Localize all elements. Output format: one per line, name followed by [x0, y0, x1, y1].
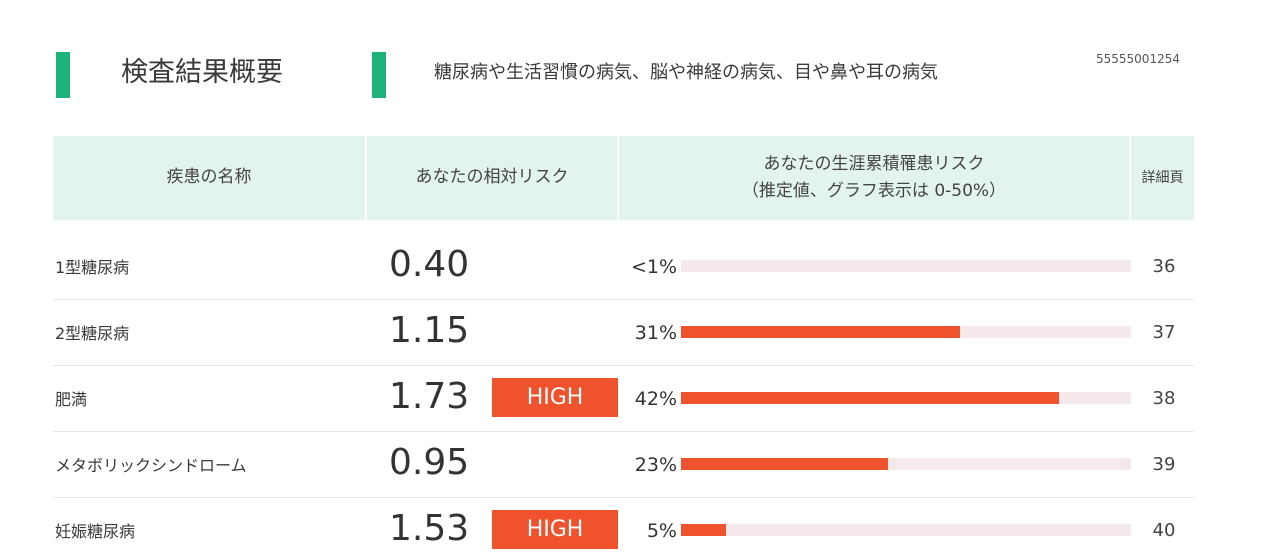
risk-bar-fill: [681, 458, 888, 470]
header-detail-page-label: 詳細頁: [1141, 169, 1184, 186]
lifetime-risk-percent: 5%: [646, 520, 677, 542]
disease-name: 妊娠糖尿病: [55, 522, 136, 541]
table-row: 妊娠糖尿病 1.53 HIGH 5% 40: [53, 498, 1194, 557]
detail-page-number[interactable]: 37: [1152, 322, 1176, 343]
disease-name: 肥満: [55, 390, 88, 409]
risk-bar-fill: [681, 392, 1059, 404]
title-accent-bar: [56, 52, 70, 98]
disease-name: 1型糖尿病: [55, 258, 130, 277]
risk-bar-track: [681, 524, 1131, 536]
lifetime-risk-percent: 23%: [634, 454, 677, 476]
header-disease-name: 疾患の名称: [53, 136, 365, 220]
risk-bar-track: [681, 260, 1131, 272]
table-row: 肥満 1.73 HIGH 42% 38: [53, 366, 1194, 432]
subtitle-accent-bar: [372, 52, 386, 98]
header-disease-name-label: 疾患の名称: [166, 167, 252, 188]
high-risk-badge: HIGH: [492, 378, 618, 417]
risk-bar-fill: [681, 524, 726, 536]
detail-page-number[interactable]: 36: [1152, 256, 1176, 277]
disease-name: メタボリックシンドローム: [55, 456, 247, 475]
risk-bar-track: [681, 326, 1131, 338]
table-row: 1型糖尿病 0.40 <1% 36: [53, 234, 1194, 300]
high-risk-badge: HIGH: [492, 510, 618, 549]
risk-bar-fill: [681, 326, 960, 338]
risk-bar-track: [681, 392, 1131, 404]
report-header: 検査結果概要 糖尿病や生活習慣の病気、脳や神経の病気、目や鼻や耳の病気 5555…: [0, 0, 1279, 110]
relative-risk-value: 1.15: [389, 310, 470, 351]
table-row: メタボリックシンドローム 0.95 23% 39: [53, 432, 1194, 498]
header-lifetime-risk: あなたの生涯累積罹患リスク （推定値、グラフ表示は 0-50%）: [619, 136, 1129, 220]
lifetime-risk-percent: 31%: [634, 322, 677, 344]
header-relative-risk-label: あなたの相対リスク: [415, 167, 569, 188]
header-detail-page: 詳細頁: [1131, 136, 1194, 220]
header-lifetime-risk-note: （推定値、グラフ表示は 0-50%）: [741, 181, 1007, 201]
relative-risk-value: 1.73: [389, 376, 470, 417]
detail-page-number[interactable]: 39: [1152, 454, 1176, 475]
report-id: 55555001254: [1096, 52, 1180, 66]
detail-page-number[interactable]: 40: [1152, 520, 1176, 541]
relative-risk-value: 0.40: [389, 244, 470, 285]
header-lifetime-risk-label: あなたの生涯累積罹患リスク: [763, 153, 985, 174]
relative-risk-value: 0.95: [389, 442, 470, 483]
relative-risk-value: 1.53: [389, 508, 470, 549]
page-title: 検査結果概要: [121, 57, 283, 88]
table-row: 2型糖尿病 1.15 31% 37: [53, 300, 1194, 366]
header-relative-risk: あなたの相対リスク: [367, 136, 617, 220]
category-subtitle: 糖尿病や生活習慣の病気、脳や神経の病気、目や鼻や耳の病気: [434, 62, 938, 83]
detail-page-number[interactable]: 38: [1152, 388, 1176, 409]
risk-bar-track: [681, 458, 1131, 470]
lifetime-risk-percent: 42%: [634, 388, 677, 410]
lifetime-risk-percent: <1%: [630, 256, 677, 278]
disease-name: 2型糖尿病: [55, 324, 130, 343]
